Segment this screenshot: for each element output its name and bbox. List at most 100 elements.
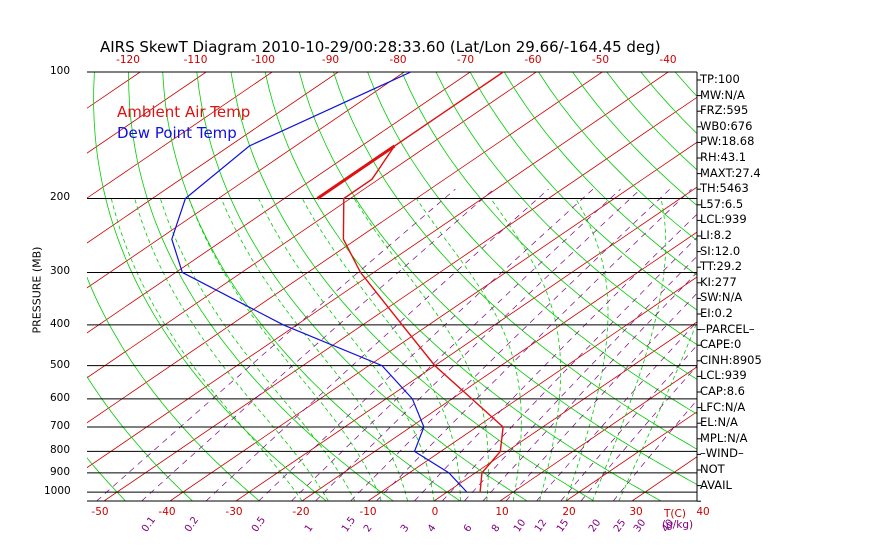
sounding-index: RH:43.1 (700, 150, 747, 164)
moist-adiabat-line (188, 198, 382, 501)
sounding-index: CINH:8905 (700, 352, 762, 367)
sounding-index: EI:0.2 (700, 306, 733, 320)
pressure-tick-label: 700 (50, 420, 71, 433)
pressure-tick-label: 300 (50, 265, 71, 278)
sounding-index: CAPE:0 (700, 337, 742, 352)
mixing-ratio-line (580, 365, 697, 501)
legend-air-temp: Ambient Air Temp (117, 103, 251, 121)
isotherm-line (565, 411, 697, 501)
mixing-ratio-line (350, 188, 671, 501)
sounding-index: LCL:939 (700, 212, 747, 227)
dry-adiabat-line (87, 457, 126, 501)
dry-adiabat-line (778, 72, 870, 501)
mixing-ratio-line (482, 272, 697, 501)
mixing-ratio-line (96, 188, 456, 501)
mixing-ratio-line (414, 213, 697, 501)
top-temp-tick-label: -50 (591, 54, 610, 66)
bottom-temp-tick-label: -30 (225, 506, 243, 518)
dry-adiabat-line (812, 72, 870, 501)
bottom-temp-tick-label: 0 (431, 506, 439, 518)
sounding-index: –PARCEL– (700, 321, 755, 336)
bottom-temp-tick-label: -40 (158, 506, 176, 518)
dry-adiabat-line (469, 72, 697, 311)
bottom-temp-tick-label: 40 (696, 506, 710, 518)
moist-adiabat-line (565, 198, 609, 501)
isotherm-line (433, 321, 697, 501)
sounding-index: TT:29.2 (700, 259, 743, 274)
sounding-index: L57:6.5 (700, 196, 744, 211)
mixing-ratio-line (613, 399, 697, 501)
sounding-index: MPL:N/A (700, 430, 748, 445)
bottom-temp-tick-label: 30 (629, 506, 643, 518)
isotherm-line (87, 72, 405, 289)
dry-adiabat-line (503, 72, 697, 276)
sounding-index: AVAIL (700, 477, 732, 492)
isotherm-line (764, 72, 870, 501)
sounding-index: MW:N/A (700, 87, 745, 102)
bottom-temp-tick-label: -20 (292, 506, 310, 518)
sounding-index: KI:277 (700, 274, 737, 289)
y-axis-label: PRESSURE (MB) (30, 246, 44, 334)
dry-adiabat-line (298, 72, 697, 485)
sounding-index: EL:N/A (700, 415, 738, 430)
mixing-ratio-line (536, 321, 697, 501)
moist-adiabat-line (353, 198, 489, 501)
mixing-ratio-line (291, 188, 621, 501)
mixing-ratio-line (141, 188, 495, 501)
top-temp-tick-label: -120 (116, 54, 140, 66)
isotherm-line (235, 186, 697, 501)
top-temp-tick-label: -60 (524, 54, 542, 66)
mixing-ratio-line (315, 188, 641, 501)
top-temp-tick-label: -90 (321, 54, 340, 66)
pressure-tick-label: 200 (50, 191, 71, 204)
air-temp-tropopause-segment (316, 144, 396, 200)
sounding-index: CAP:8.6 (700, 384, 745, 398)
bottom-temp-tick-label: -10 (359, 506, 377, 518)
legend-dew-point: Dew Point Temp (117, 124, 237, 142)
dry-adiabat-line (743, 72, 870, 501)
sounding-index: FRZ:595 (700, 103, 749, 118)
moist-adiabat-line (220, 198, 408, 501)
dry-adiabat-line (87, 276, 260, 501)
isotherm-line (87, 72, 537, 379)
sounding-index: SW:N/A (700, 290, 743, 305)
dry-adiabat-line (87, 375, 193, 501)
isotherm-line (0, 72, 8, 501)
sounding-index: TP:100 (700, 72, 740, 86)
temp-axis-unit: T(C) (664, 508, 686, 520)
mixing-ratio-line (258, 188, 594, 501)
moist-adiabat-line (415, 198, 522, 501)
mixing-axis-unit: (g/kg) (662, 519, 694, 531)
plot-frame (87, 71, 701, 502)
pressure-tick-label: 500 (50, 358, 71, 371)
sounding-index: NOT (700, 462, 725, 476)
isotherm-line (499, 366, 697, 501)
isotherm-line (367, 276, 697, 501)
mixing-ratio-line (441, 236, 697, 501)
chart-title: AIRS SkewT Diagram 2010-10-29/00:28:33.6… (100, 38, 661, 56)
sounding-index: LI:8.2 (700, 228, 732, 242)
mixing-ratio-line (464, 255, 697, 501)
sounding-index: WB0:676 (700, 118, 753, 133)
dry-adiabat-line (401, 72, 697, 380)
pressure-tick-label: 800 (50, 444, 71, 457)
air-temp-line (342, 71, 504, 493)
moist-adiabat-line (592, 198, 667, 501)
pressure-tick-label: 1000 (44, 485, 71, 498)
pressure-tick-label: 900 (50, 465, 71, 478)
isotherm-line (169, 141, 697, 501)
mixing-ratio-line (376, 188, 692, 501)
moist-adiabat-line (159, 198, 356, 501)
sounding-index: PW:18.68 (700, 134, 755, 149)
moist-adiabat-line (258, 198, 435, 501)
isotherm-line (87, 72, 471, 334)
dew-point-line (171, 71, 468, 493)
dry-adiabat-line (333, 72, 697, 450)
dry-adiabat-line (264, 72, 662, 501)
dry-adiabat-line (367, 72, 697, 415)
sounding-index: –WIND– (700, 446, 744, 461)
bottom-temp-tick-label: -50 (91, 506, 109, 518)
isotherm-line (87, 72, 273, 199)
sounding-index: TH:5463 (700, 181, 749, 196)
